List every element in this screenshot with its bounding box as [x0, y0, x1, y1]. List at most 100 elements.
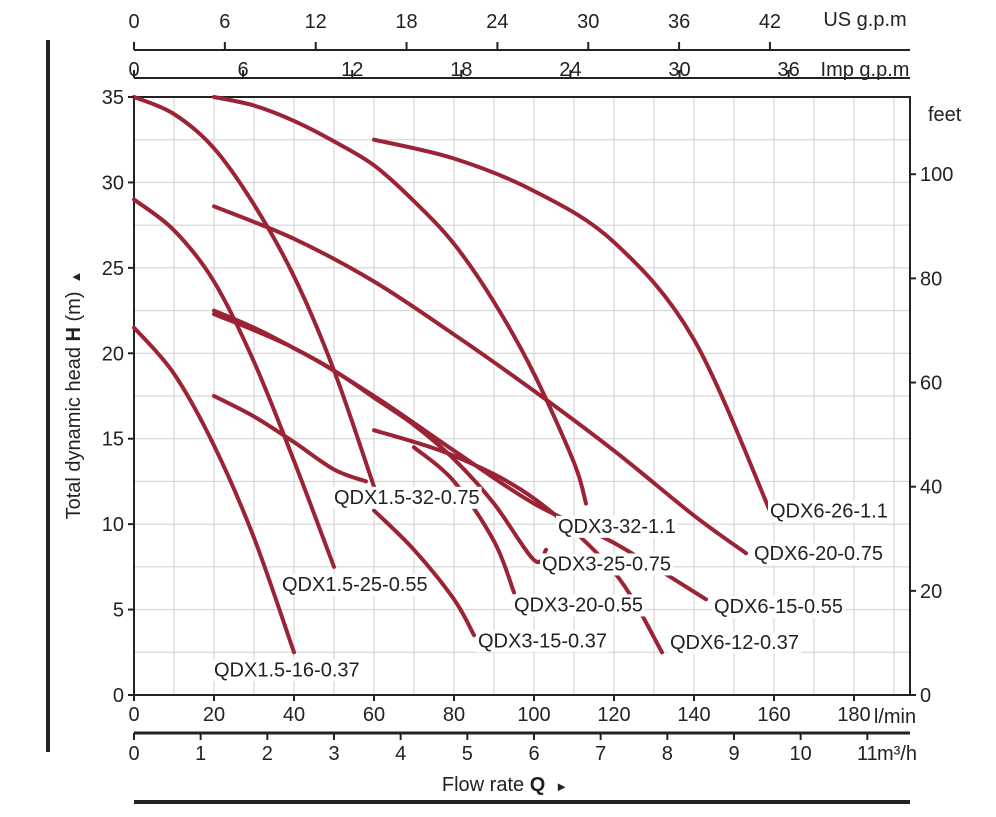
curve-qdx6-15-0-55 [212, 312, 708, 602]
curve-label-bg [512, 594, 645, 617]
curve-qdx3-20-0-55 [212, 394, 368, 484]
curve-label: QDX6-15-0.55 [714, 596, 843, 618]
right-axis-tick-label: 60 [920, 373, 942, 395]
imp-gpm-unit: Imp g.p.m [821, 59, 910, 81]
m3h-axis-unit: m³/h [877, 743, 917, 765]
curve-qdx1-5-25-0-55 [132, 197, 336, 569]
curve-label-bg [712, 596, 845, 619]
y-axis-title-prefix: Total dynamic head [63, 341, 85, 519]
plot-border [133, 96, 911, 696]
curve-label-bg [556, 515, 678, 538]
y-axis-arrow: ▲ [68, 271, 83, 284]
curve-label-bg [212, 659, 362, 682]
lmin-axis-tick-label: 100 [517, 704, 550, 726]
curve-label: QDX3-32-1.1 [558, 516, 676, 538]
us-gpm-tick-label: 12 [305, 11, 327, 33]
curve-label-bg [540, 553, 673, 576]
curve-qdx1-5-16-0-37 [132, 325, 296, 655]
lmin-axis-tick-label: 60 [363, 704, 385, 726]
curve-label-bg [668, 632, 801, 655]
m3h-axis-tick-label: 2 [262, 743, 273, 765]
lmin-axis-tick-label: 80 [443, 704, 465, 726]
m3h-axis-tick-label: 3 [328, 743, 339, 765]
lmin-axis-tick-label: 140 [677, 704, 710, 726]
y-axis-title-suffix: (m) [63, 291, 85, 327]
m3h-axis-tick-label: 5 [462, 743, 473, 765]
us-gpm-tick-label: 36 [668, 11, 690, 33]
curve-label-bg [280, 573, 430, 596]
right-axis-unit: feet [928, 104, 962, 126]
y-axis-title-bold: H [63, 327, 85, 341]
us-gpm-tick-label: 24 [486, 11, 508, 33]
curve-label: QDX3-15-0.37 [478, 630, 607, 652]
m3h-axis-tick-label: 10 [790, 743, 812, 765]
imp-gpm-tick-label: 6 [238, 59, 249, 81]
curve-label: QDX1.5-32-0.75 [334, 487, 480, 509]
right-axis-tick-label: 40 [920, 477, 942, 499]
m3h-axis-tick-label: 6 [528, 743, 539, 765]
imp-gpm-tick-label: 30 [668, 59, 690, 81]
axis-titles: Total dynamic head H (m) ▲ Flow rate Q ► [63, 271, 568, 796]
m3h-axis-tick-label: 0 [128, 743, 139, 765]
right-axis-tick-label: 0 [920, 685, 931, 707]
m3h-axis-tick-label: 11 [857, 743, 878, 765]
x-axis-title-bold: Q [530, 774, 546, 796]
left-axis-tick-label: 5 [113, 600, 124, 622]
curve-label-bg [332, 486, 482, 509]
performance-curves [132, 95, 776, 655]
us-gpm-tick-label: 6 [219, 11, 230, 33]
right-axis-tick-label: 20 [920, 581, 942, 603]
m3h-axis-tick-label: 4 [395, 743, 406, 765]
curve-qdx3-20-0-55-cont- [412, 445, 516, 595]
m3h-axis-tick-label: 9 [728, 743, 739, 765]
curve-label: QDX3-25-0.75 [542, 553, 671, 575]
curve-qdx6-26-1-1 [372, 137, 776, 523]
lmin-axis-tick-label: 160 [757, 704, 790, 726]
left-axis-tick-label: 20 [102, 343, 124, 365]
curve-label-bg [476, 630, 609, 653]
curve-label: QDX1.5-25-0.55 [282, 574, 428, 596]
imp-gpm-tick-label: 24 [559, 59, 581, 81]
left-axis-tick-label: 0 [113, 685, 124, 707]
imp-gpm-tick-label: 36 [778, 59, 800, 81]
plot-frame [46, 40, 911, 804]
us-gpm-tick-label: 30 [577, 11, 599, 33]
m3h-axis-tick-label: 1 [195, 743, 206, 765]
us-gpm-tick-label: 42 [759, 11, 781, 33]
lmin-axis-tick-label: 20 [203, 704, 225, 726]
curve-labels: QDX1.5-16-0.37 QDX1.5-25-0.55 QDX1.5-32-0.… [212, 486, 890, 682]
lmin-axis-tick-label: 180 [837, 704, 870, 726]
curve-qdx3-15-0-37 [372, 508, 476, 638]
us-gpm-tick-label: 18 [395, 11, 417, 33]
y-axis-title: Total dynamic head H (m) ▲ [63, 271, 85, 520]
imp-gpm-tick-label: 0 [128, 59, 139, 81]
lmin-axis-tick-label: 120 [597, 704, 630, 726]
right-axis-tick-label: 100 [920, 164, 953, 186]
lmin-axis-unit: l/min [874, 706, 916, 728]
curve-qdx3-32-1-1 [212, 95, 588, 506]
grid-lines [134, 97, 910, 695]
m3h-axis-tick-label: 8 [662, 743, 673, 765]
left-axis-tick-label: 15 [102, 429, 124, 451]
x-axis-title-prefix: Flow rate [442, 774, 530, 796]
x-axis-arrow: ► [555, 779, 568, 794]
curve-qdx6-20-0-75 [212, 204, 748, 556]
left-axis-tick-label: 10 [102, 514, 124, 536]
x-axis-title: Flow rate Q ► [442, 774, 568, 796]
left-axis-tick-label: 30 [102, 172, 124, 194]
left-axis-tick-label: 35 [102, 87, 124, 109]
curve-label: QDX3-20-0.55 [514, 594, 643, 616]
curve-label: QDX6-26-1.1 [770, 500, 888, 522]
us-gpm-unit: US g.p.m [823, 9, 906, 31]
lmin-axis-tick-label: 0 [128, 704, 139, 726]
curve-qdx1-5-32-0-75 [132, 95, 376, 489]
right-axis-tick-label: 80 [920, 268, 942, 290]
curve-label: QDX6-12-0.37 [670, 632, 799, 654]
lmin-axis-tick-label: 40 [283, 704, 305, 726]
us-gpm-tick-label: 0 [128, 11, 139, 33]
curve-label-bg [768, 500, 890, 523]
curve-label-bg [752, 543, 885, 566]
left-axis-tick-label: 25 [102, 258, 124, 280]
